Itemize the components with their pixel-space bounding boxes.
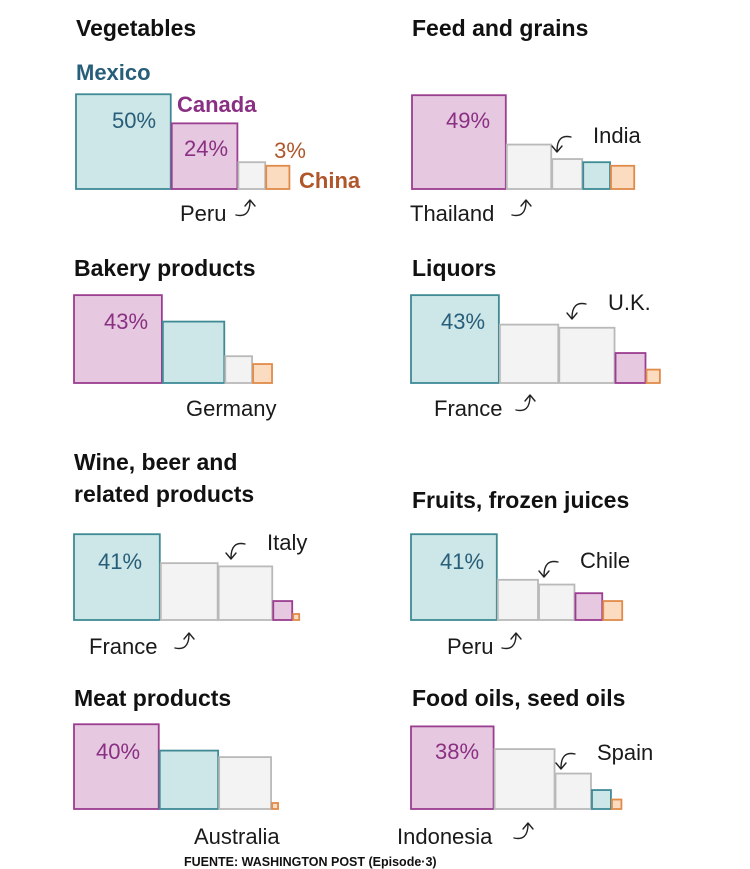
bar-germany xyxy=(224,355,253,384)
bar-mexico xyxy=(582,161,611,190)
country-label-indonesia: Indonesia xyxy=(397,824,493,849)
bar-india xyxy=(551,158,584,190)
legend-mexico: Mexico xyxy=(76,60,151,85)
country-label-peru: Peru xyxy=(447,634,493,659)
country-label-france: France xyxy=(434,396,502,421)
data-label-canada: 38% xyxy=(435,739,479,764)
bar-china xyxy=(602,600,624,621)
legend-china: China xyxy=(299,168,361,193)
callout-arrow-france xyxy=(515,394,536,412)
country-label-italy: Italy xyxy=(267,530,307,555)
country-label-france: France xyxy=(89,634,157,659)
chart-panel-vegetables: Vegetables 50% 24% Peru xyxy=(75,15,291,226)
chart-panel-bakery-products: Bakery products 43% Germany xyxy=(73,255,276,421)
bar-mexico xyxy=(73,533,161,621)
country-label-india: India xyxy=(593,123,641,148)
country-label-thailand: Thailand xyxy=(410,201,494,226)
bar-canada xyxy=(170,122,239,190)
bar-china xyxy=(645,368,661,384)
bar-france xyxy=(159,562,219,621)
bar-canada xyxy=(73,294,163,384)
bar-mexico xyxy=(158,749,220,810)
bar-france xyxy=(498,323,560,384)
bar-canada xyxy=(73,723,160,810)
bar-mexico xyxy=(591,789,612,810)
chart-panel-meat-products: Meat products 40% Australia xyxy=(73,685,280,849)
country-label-chile: Chile xyxy=(580,548,630,573)
source-note: FUENTE: WASHINGTON POST (Episode·3) xyxy=(184,855,437,869)
country-label-germany: Germany xyxy=(186,396,276,421)
chart-title: Meat products xyxy=(74,685,231,711)
bar-italy xyxy=(217,565,274,621)
chart-title: Vegetables xyxy=(76,15,196,41)
bar-mexico xyxy=(410,533,498,621)
country-label-u-k: U.K. xyxy=(608,290,651,315)
callout-arrow-u-k xyxy=(566,302,587,320)
bar-china xyxy=(265,164,291,190)
data-label-china-vegetables: 3% xyxy=(274,138,306,163)
chart-panel-food-oils-seed-oils: Food oils, seed oils 38% Indonesia Spain xyxy=(397,685,653,849)
callout-arrow-peru xyxy=(501,632,522,650)
bar-chile xyxy=(538,583,576,621)
legend-canada: Canada xyxy=(177,92,257,117)
bar-canada xyxy=(411,94,507,190)
callout-arrow-peru xyxy=(235,199,256,217)
chart-panel-feed-and-grains: Feed and grains 49% Thailand India xyxy=(410,15,641,226)
bar-china xyxy=(271,802,279,810)
country-label-spain: Spain xyxy=(597,740,653,765)
chart-title: Bakery products xyxy=(74,255,256,281)
chart-panel-liquors: Liquors 43% France U.K. xyxy=(410,255,661,421)
bar-mexico xyxy=(161,320,226,384)
callout-arrow-chile xyxy=(538,560,559,578)
chart-title: Wine, beer and xyxy=(74,449,237,475)
data-label-mexico: 50% xyxy=(112,108,156,133)
chart-panel-wine-beer-and-related-products: Wine, beer and related products 41% France I… xyxy=(73,449,307,659)
data-label-canada: 49% xyxy=(446,108,490,133)
bar-china xyxy=(252,363,273,384)
chart-panel-fruits-frozen-juices: Fruits, frozen juices 41% Peru Chile xyxy=(410,487,630,659)
bar-canada xyxy=(574,592,604,621)
bar-australia xyxy=(218,756,272,810)
chart-title: Fruits, frozen juices xyxy=(412,487,629,513)
chart-title-line-2: related products xyxy=(74,481,254,507)
bar-china xyxy=(610,164,636,190)
bar-canada xyxy=(410,725,495,810)
data-label-mexico: 43% xyxy=(441,309,485,334)
chart-title: Liquors xyxy=(412,255,496,281)
chart-title: Food oils, seed oils xyxy=(412,685,625,711)
bar-canada xyxy=(272,600,294,621)
callout-arrow-india xyxy=(551,135,572,153)
bar-canada xyxy=(614,352,647,384)
data-label-canada: 43% xyxy=(104,309,148,334)
bar-mexico xyxy=(75,93,172,190)
bar-spain xyxy=(554,772,592,810)
bar-thailand xyxy=(505,143,553,190)
country-label-australia: Australia xyxy=(194,824,280,849)
country-label-peru: Peru xyxy=(180,201,226,226)
bar-u-k xyxy=(558,326,616,384)
callout-arrow-thailand xyxy=(511,199,532,217)
bar-mexico xyxy=(410,294,500,384)
bar-indonesia xyxy=(493,748,556,810)
bar-china xyxy=(292,613,301,621)
chart-title: Feed and grains xyxy=(412,15,588,41)
data-label-mexico: 41% xyxy=(98,549,142,574)
bar-china xyxy=(611,798,623,810)
callout-arrow-italy xyxy=(225,542,246,560)
callout-arrow-france xyxy=(174,632,195,650)
bar-peru xyxy=(237,161,267,190)
callout-arrow-indonesia xyxy=(513,822,534,840)
data-label-mexico: 41% xyxy=(440,549,484,574)
data-label-canada: 40% xyxy=(96,739,140,764)
data-label-canada: 24% xyxy=(184,136,228,161)
callout-arrow-spain xyxy=(555,752,576,770)
bar-peru xyxy=(496,578,539,621)
